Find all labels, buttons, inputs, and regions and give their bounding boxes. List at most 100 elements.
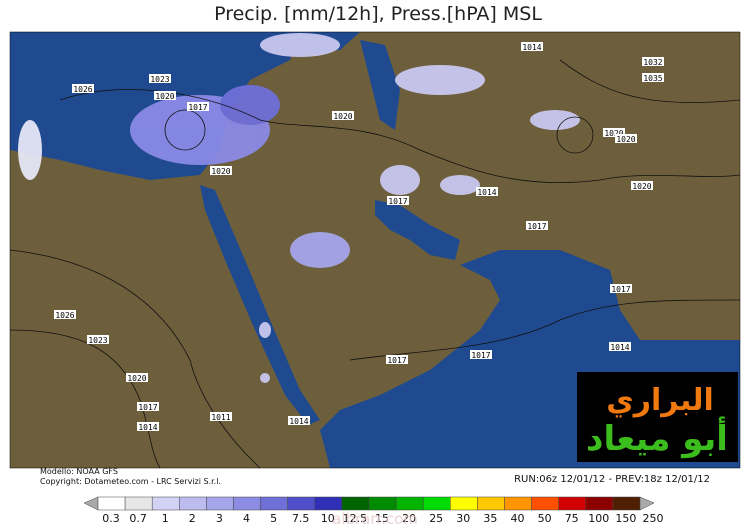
watermark-line1: البراري <box>606 383 714 418</box>
colorbar-label: 150 <box>615 512 636 525</box>
pressure-label: 1017 <box>387 356 406 365</box>
pressure-label-bg <box>615 134 637 143</box>
pressure-label: 1020 <box>155 92 174 101</box>
pressure-label: 1014 <box>477 188 496 197</box>
pressure-label: 1014 <box>522 43 541 52</box>
watermark-site: albrarr.com <box>332 510 418 528</box>
pressure-label: 1026 <box>55 311 74 320</box>
colorbar-label: 4 <box>243 512 250 525</box>
colorbar-box <box>97 496 126 511</box>
pressure-label: 1017 <box>388 197 407 206</box>
pressure-label: 1017 <box>188 103 207 112</box>
pressure-label: 1023 <box>150 75 169 84</box>
pressure-label: 1014 <box>289 417 308 426</box>
isobar <box>59 89 741 183</box>
colorbar-box <box>179 496 207 511</box>
colorbar-box <box>558 496 587 511</box>
pressure-label: 1032 <box>643 58 662 67</box>
colorbar-label: 25 <box>429 512 443 525</box>
colorbar-label: 0.3 <box>102 512 120 525</box>
colorbar-label: 30 <box>456 512 470 525</box>
precip <box>530 110 580 130</box>
colorbar-box <box>151 496 180 511</box>
pressure-label-bg <box>54 310 76 319</box>
precip-areas <box>18 33 580 383</box>
pressure-label: 1020 <box>127 374 146 383</box>
precip <box>260 373 270 383</box>
pressure-label: 1017 <box>471 351 490 360</box>
pressure-label-bg <box>526 221 548 230</box>
pressure-label: 1014 <box>610 343 629 352</box>
colorbar: 0.3 0.7 1 2 3 4 5 7.5 10 12.5 15 20 25 30 35 40 50 75 100 1… <box>83 496 664 525</box>
colorbar-box <box>341 496 370 511</box>
colorbar-label: 3 <box>216 512 223 525</box>
colorbar-label: 15 <box>375 512 389 525</box>
pressure-label-bg <box>210 166 232 175</box>
pressure-labels: 1014 1032 1035 1023 1026 1020 1017 1020 1020 1020… <box>54 42 664 432</box>
colorbar-label: 1 <box>162 512 169 525</box>
pressure-label-bg <box>87 335 109 344</box>
isobar <box>9 249 261 469</box>
pressure-label-bg <box>631 181 653 190</box>
title: Precip. [mm/12h], Press.[hPA] MSL <box>214 3 542 25</box>
colorbar-box <box>314 496 343 511</box>
colorbar-box <box>450 496 478 511</box>
colorbar-label: 250 <box>643 512 664 525</box>
colorbar-label: 100 <box>588 512 609 525</box>
pressure-label-bg <box>210 412 232 421</box>
colorbar-box <box>477 496 505 511</box>
pressure-label: 1020 <box>333 112 352 121</box>
precip <box>18 120 42 180</box>
pressure-label-bg <box>610 284 632 293</box>
colorbar-label: 0.7 <box>129 512 147 525</box>
pressure-label: 1020 <box>632 182 651 191</box>
isobars <box>9 59 741 469</box>
pressure-label: 1014 <box>138 423 157 432</box>
colorbar-box <box>124 496 153 511</box>
colorbar-box <box>395 496 424 511</box>
precip <box>440 175 480 195</box>
colorbar-box <box>206 496 234 511</box>
colorbar-label: 10 <box>321 512 335 525</box>
colorbar-box <box>422 496 451 511</box>
watermark-box <box>577 372 738 462</box>
pressure-label-bg <box>470 350 492 359</box>
pressure-label-bg <box>387 196 409 205</box>
red-sea <box>200 185 320 425</box>
isobar <box>556 116 594 154</box>
pressure-label: 1026 <box>73 85 92 94</box>
pressure-label-bg <box>476 187 498 196</box>
model-text: Modello: NOAA GFS <box>40 467 118 476</box>
pressure-label-bg <box>642 57 664 66</box>
pressure-label: 1017 <box>138 403 157 412</box>
isobar <box>9 329 161 469</box>
pressure-label: 1020 <box>211 167 230 176</box>
colorbar-label: 5 <box>270 512 277 525</box>
watermark-line2: أبو ميعاد <box>586 416 728 459</box>
pressure-label-bg <box>521 42 543 51</box>
pressure-label-bg <box>154 91 176 100</box>
pressure-label-bg <box>642 73 664 82</box>
colorbar-label: 12.5 <box>343 512 368 525</box>
precip <box>260 33 340 57</box>
colorbar-box <box>612 496 641 511</box>
pressure-label-bg <box>137 422 159 431</box>
pressure-label-bg <box>72 84 94 93</box>
pressure-label-bg <box>288 416 310 425</box>
isobar <box>559 59 741 103</box>
pressure-label-bg <box>137 402 159 411</box>
colorbar-box <box>233 496 261 511</box>
caspian <box>360 40 400 130</box>
pressure-label: 1023 <box>88 336 107 345</box>
pressure-label: 1035 <box>643 74 662 83</box>
precip <box>220 85 280 125</box>
copyright-text: Copyright: Dotameteo.com - LRC Servizi S… <box>40 477 221 486</box>
precip <box>395 65 485 95</box>
persian-gulf <box>375 200 460 260</box>
precip <box>380 165 420 195</box>
precip <box>259 322 271 338</box>
pressure-label: 1011 <box>211 413 230 422</box>
colorbar-box <box>585 496 614 511</box>
pressure-label: 1017 <box>611 285 630 294</box>
